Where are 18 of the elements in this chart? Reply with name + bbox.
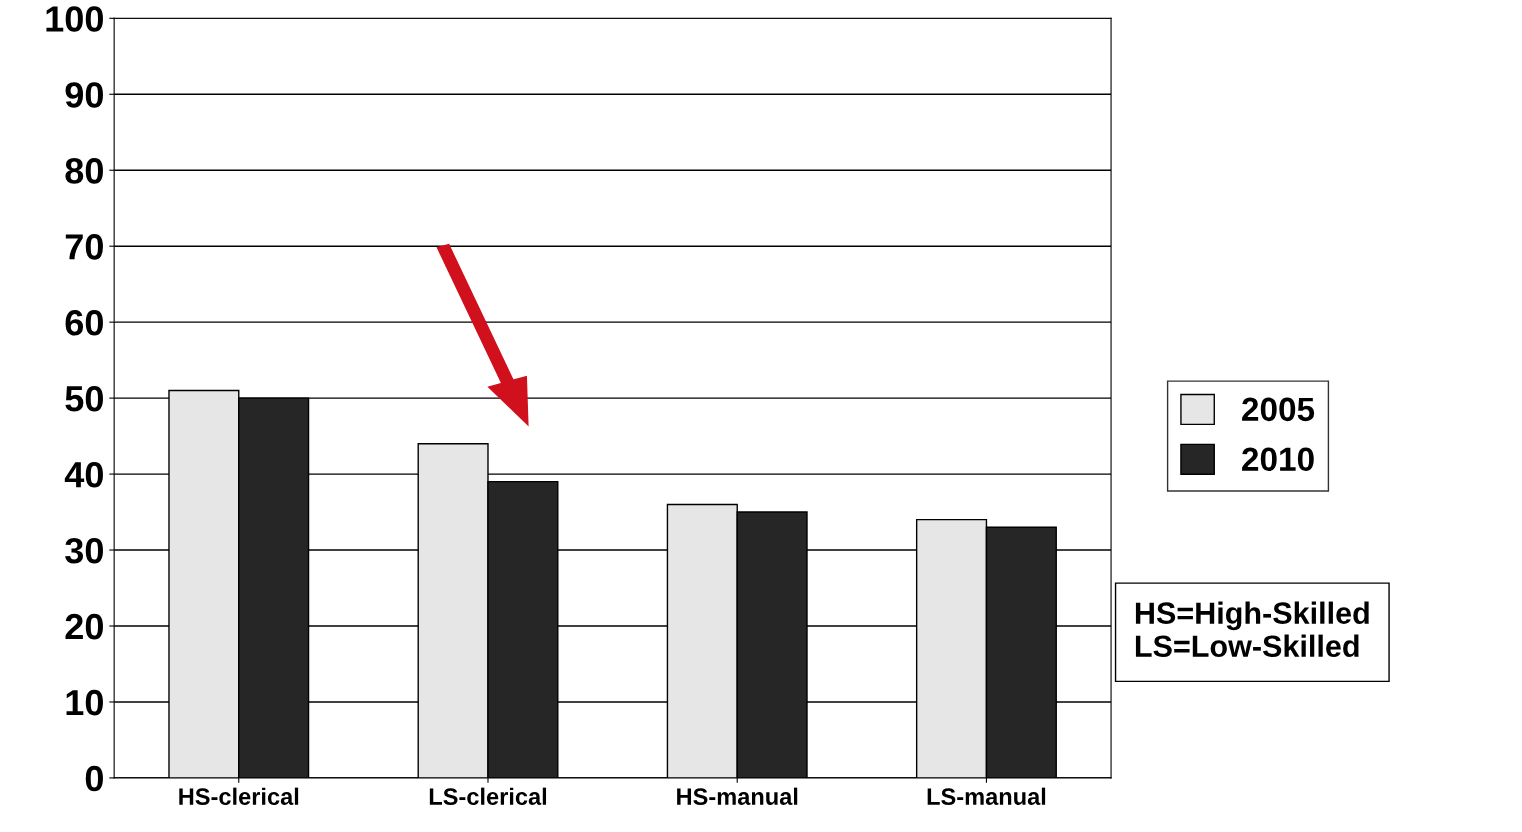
y-tick-label: 90 [65,82,103,108]
y-tick-label: 70 [65,234,103,260]
y-tick-label: 80 [65,158,103,184]
x-tick-label: LS-manual [927,787,1046,805]
x-tick-label: HS-clerical [179,787,299,805]
y-tick-label: 40 [64,461,103,488]
y-tick-label: 10 [66,689,103,716]
y-tick-label: 50 [65,385,103,412]
y-tick-label: 30 [65,537,103,564]
y-tick-label: 0 [85,765,103,792]
y-tick-label: 20 [65,613,103,640]
y-tick-label: 100 [46,6,103,32]
legend-label: 2010 [1242,447,1314,472]
text: HS=High-Skilled LS=Low-Skilled [1135,601,1369,658]
legend-label: 2005 [1242,397,1315,422]
y-tick-label: 60 [65,310,103,336]
x-tick-label: LS-clerical [429,787,547,805]
x-tick-label: HS-manual [677,787,798,805]
